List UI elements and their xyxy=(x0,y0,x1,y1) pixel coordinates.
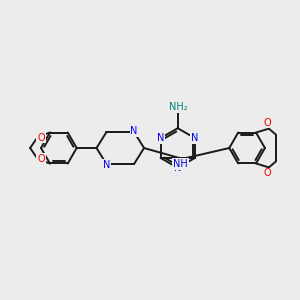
Text: N: N xyxy=(191,133,199,143)
Text: N: N xyxy=(103,160,110,170)
Text: O: O xyxy=(263,168,271,178)
Text: NH₂: NH₂ xyxy=(169,102,188,112)
Text: N: N xyxy=(174,163,182,173)
Text: O: O xyxy=(37,154,45,164)
Text: N: N xyxy=(130,126,138,136)
Text: O: O xyxy=(37,133,45,142)
Text: O: O xyxy=(263,118,271,128)
Text: NH: NH xyxy=(173,159,188,169)
Text: N: N xyxy=(157,133,164,143)
